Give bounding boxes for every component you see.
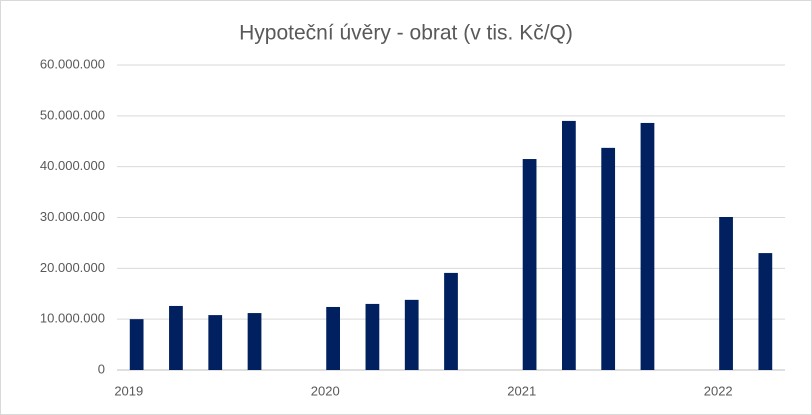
y-tick-label: 40.000.000: [40, 158, 105, 173]
y-tick-label: 0: [98, 361, 105, 376]
bar: [562, 120, 576, 371]
bar: [758, 253, 773, 370]
chart-title: Hypoteční úvěry - obrat (v tis. Kč/Q): [239, 22, 573, 45]
bar: [444, 272, 458, 370]
bar: [169, 305, 183, 370]
bar: [719, 216, 733, 370]
bar: [365, 303, 380, 370]
bar: [247, 313, 262, 370]
y-tick-label: 50.000.000: [40, 107, 105, 122]
bar: [208, 315, 223, 370]
bar: [129, 319, 144, 370]
y-tick-label: 30.000.000: [40, 209, 105, 224]
bar: [601, 147, 616, 370]
bar: [326, 306, 340, 370]
bar: [522, 159, 537, 370]
x-tick-label: 2019: [114, 383, 143, 398]
y-tick-label: 20.000.000: [40, 260, 105, 275]
bar: [640, 122, 655, 370]
x-tick-label: 2021: [507, 383, 536, 398]
bar: [404, 299, 419, 370]
x-tick-label: 2022: [704, 383, 733, 398]
y-tick-label: 60.000.000: [40, 56, 105, 71]
x-tick-label: 2020: [311, 383, 340, 398]
y-tick-label: 10.000.000: [40, 311, 105, 326]
